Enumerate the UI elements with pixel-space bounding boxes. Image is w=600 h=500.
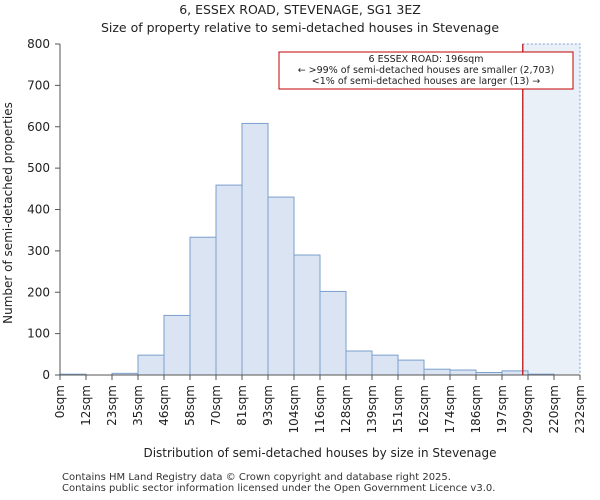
- bar-139sqm: [371, 354, 399, 376]
- y-tick-label: 100: [27, 327, 50, 341]
- y-tick-label: 300: [27, 244, 50, 258]
- x-tick-label: 70sqm: [209, 385, 223, 426]
- bar-197sqm: [501, 370, 529, 376]
- x-tick-label: 58sqm: [183, 385, 197, 426]
- x-tick-label: 232sqm: [573, 385, 587, 433]
- bar-70sqm: [215, 184, 243, 376]
- y-tick-label: 200: [27, 285, 50, 299]
- x-tick-label: 35sqm: [131, 385, 145, 426]
- y-tick-label: 500: [27, 161, 50, 175]
- annotation-smaller: ← >99% of semi-detached houses are small…: [298, 65, 555, 76]
- bar-93sqm: [267, 196, 295, 376]
- x-axis-label: Distribution of semi-detached houses by …: [143, 446, 496, 460]
- annotation-title: 6 ESSEX ROAD: 196sqm: [369, 54, 484, 65]
- x-tick-label: 46sqm: [157, 385, 171, 426]
- bar-151sqm: [397, 359, 425, 376]
- bar-104sqm: [293, 254, 321, 376]
- chart-subtitle: Size of property relative to semi-detach…: [100, 20, 500, 35]
- bar-162sqm: [423, 368, 451, 376]
- x-tick-label: 162sqm: [417, 385, 431, 433]
- x-tick-label: 104sqm: [287, 385, 301, 433]
- bar-58sqm: [189, 236, 217, 376]
- x-tick-label: 209sqm: [521, 385, 535, 433]
- annotation-box: [278, 51, 574, 90]
- x-tick-label: 128sqm: [339, 385, 353, 433]
- x-tick-label: 186sqm: [469, 385, 483, 433]
- y-tick-label: 0: [42, 368, 50, 382]
- bar-81sqm: [241, 122, 269, 376]
- bar-128sqm: [345, 350, 373, 376]
- x-tick-label: 197sqm: [495, 385, 509, 433]
- chart-title: 6, ESSEX ROAD, STEVENAGE, SG1 3EZ: [179, 2, 421, 17]
- x-tick-label: 93sqm: [261, 385, 275, 426]
- x-tick-label: 220sqm: [547, 385, 561, 433]
- x-tick-label: 0sqm: [53, 385, 67, 418]
- x-tick-label: 81sqm: [235, 385, 249, 426]
- annotation-larger: <1% of semi-detached houses are larger (…: [312, 76, 540, 87]
- bar-116sqm: [319, 290, 347, 376]
- bar-46sqm: [163, 314, 191, 376]
- footer-licence: Contains public sector information licen…: [62, 483, 496, 494]
- x-tick-label: 12sqm: [79, 385, 93, 426]
- x-tick-label: 151sqm: [391, 385, 405, 433]
- footer-copyright: Contains HM Land Registry data © Crown c…: [62, 472, 451, 483]
- y-tick-label: 400: [27, 203, 50, 217]
- bar-35sqm: [137, 354, 165, 376]
- highlight-region: [522, 43, 581, 376]
- x-tick-label: 23sqm: [105, 385, 119, 426]
- bar-174sqm: [449, 369, 477, 376]
- x-tick-label: 174sqm: [443, 385, 457, 433]
- y-axis-label: Number of semi-detached properties: [1, 102, 15, 324]
- x-tick-label: 116sqm: [313, 385, 327, 433]
- y-tick-label: 700: [27, 78, 50, 92]
- y-tick-label: 800: [27, 37, 50, 51]
- y-tick-label: 600: [27, 120, 50, 134]
- x-tick-label: 139sqm: [365, 385, 379, 433]
